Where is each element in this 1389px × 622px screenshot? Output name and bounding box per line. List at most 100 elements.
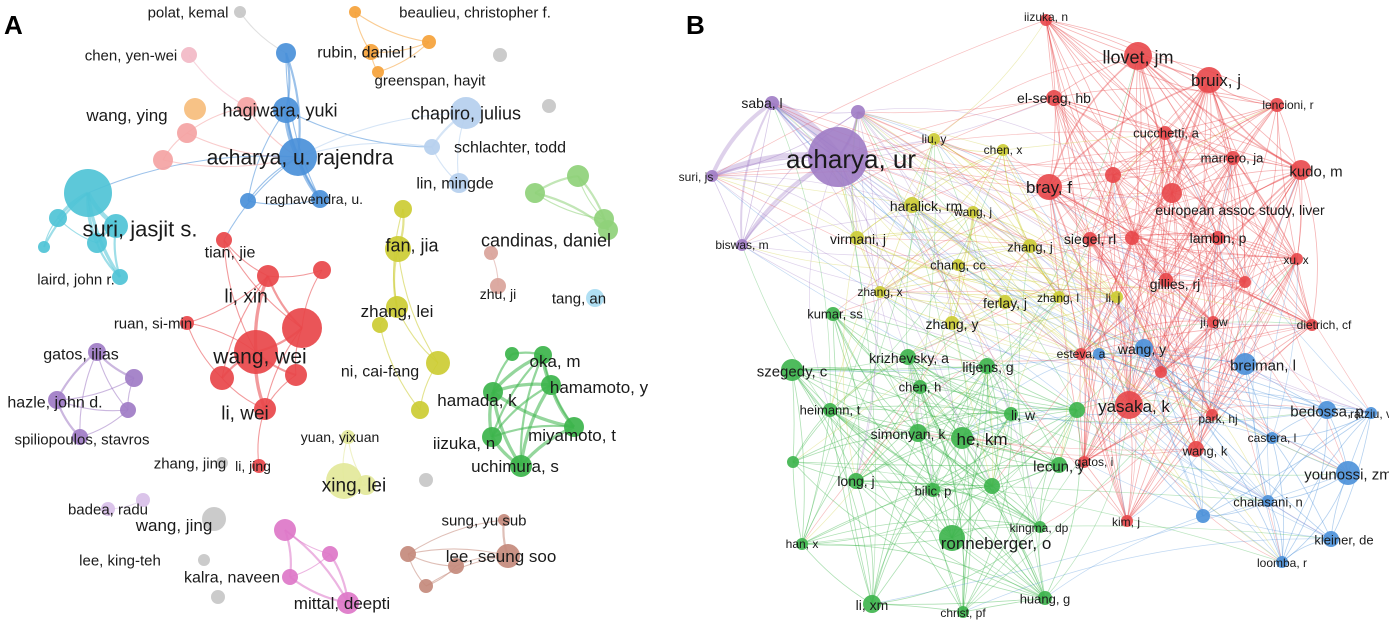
node-red3[interactable] <box>313 261 331 279</box>
node-green1[interactable] <box>505 347 519 361</box>
node-zhang-y[interactable] <box>945 316 959 330</box>
node-li-wei[interactable] <box>254 398 276 420</box>
node-saba-l[interactable] <box>765 96 779 110</box>
node-cyan4[interactable] <box>38 241 50 253</box>
node-kingma-dp[interactable] <box>1034 521 1046 533</box>
node-olive3[interactable] <box>411 401 429 419</box>
node-br3[interactable] <box>448 558 464 574</box>
node-szegedy-c[interactable] <box>781 359 803 381</box>
node-wang-ying[interactable] <box>184 98 206 120</box>
node-red5[interactable] <box>285 364 307 386</box>
node-lecun-y[interactable] <box>1051 457 1067 473</box>
node-mag2[interactable] <box>322 546 338 562</box>
node-purple1[interactable] <box>125 369 143 387</box>
node-grayA3[interactable] <box>419 473 433 487</box>
node-lencioni-r[interactable] <box>1270 98 1284 112</box>
node-kumar-ss[interactable] <box>826 307 840 321</box>
node-long-j[interactable] <box>848 473 864 489</box>
node-huang-g[interactable] <box>1038 591 1052 605</box>
node-tian-jie[interactable] <box>216 232 232 248</box>
node-lilac1[interactable] <box>136 493 150 507</box>
node-miyamoto-t[interactable] <box>564 417 584 437</box>
node-blue2[interactable] <box>240 193 256 209</box>
node-olive1[interactable] <box>394 200 412 218</box>
node-zhang-x[interactable] <box>874 286 886 298</box>
node-redB3[interactable] <box>1239 276 1251 288</box>
node-xing-lei[interactable] <box>326 463 362 499</box>
node-lee-king-teh[interactable] <box>198 554 210 566</box>
node-biswas-m[interactable] <box>736 239 748 251</box>
node-redB1[interactable] <box>1105 167 1121 183</box>
node-salmon2[interactable] <box>177 123 197 143</box>
node-acharya-ur[interactable] <box>808 127 868 187</box>
node-salmon3[interactable] <box>153 150 173 170</box>
node-mag1[interactable] <box>274 519 296 541</box>
node-fan-jia[interactable] <box>385 236 411 262</box>
node-han-x[interactable] <box>796 538 808 550</box>
node-redB2[interactable] <box>1125 231 1139 245</box>
node-br2[interactable] <box>419 579 433 593</box>
node-tang-an[interactable] <box>586 289 604 307</box>
node-chalasani-n[interactable] <box>1262 495 1274 507</box>
node-py1[interactable] <box>356 475 376 495</box>
node-polat-kemal[interactable] <box>234 6 246 18</box>
node-suri-jasjit-s[interactable] <box>64 169 112 217</box>
node-chang-cc[interactable] <box>952 259 964 271</box>
node-suri-js[interactable] <box>706 170 718 182</box>
node-sung-yu-sub[interactable] <box>498 514 510 526</box>
node-lambin-p[interactable] <box>1211 231 1225 245</box>
node-zhang-l[interactable] <box>1053 291 1065 303</box>
node-redbig[interactable] <box>282 308 322 348</box>
node-virmani-j[interactable] <box>850 231 864 245</box>
node-kleiner-de[interactable] <box>1323 531 1339 547</box>
node-cyan1[interactable] <box>104 214 128 238</box>
node-hamamoto-y[interactable] <box>541 375 561 395</box>
node-zhu-ji[interactable] <box>490 278 506 294</box>
node-chen-h[interactable] <box>913 380 927 394</box>
node-li-xin[interactable] <box>257 265 279 287</box>
node-haralick-rm[interactable] <box>904 197 920 213</box>
node-cucchetti-a[interactable] <box>1158 126 1172 140</box>
node-ratziu-v[interactable] <box>1365 407 1377 419</box>
node-yuan-yixuan[interactable] <box>341 430 355 444</box>
node-breiman-l[interactable] <box>1234 353 1256 375</box>
node-yasaka-k[interactable] <box>1115 391 1143 419</box>
node-raghavendra-u[interactable] <box>311 190 329 208</box>
node-bedossa-p[interactable] <box>1318 401 1336 419</box>
node-wang-j[interactable] <box>967 206 979 218</box>
node-park-hj[interactable] <box>1206 409 1218 421</box>
node-cyan3[interactable] <box>49 209 67 227</box>
node-oka-m[interactable] <box>534 346 552 364</box>
node-zhang-j[interactable] <box>1023 239 1037 253</box>
node-purpleB1[interactable] <box>851 105 865 119</box>
node-loomba-r[interactable] <box>1276 556 1288 568</box>
node-bruix-j[interactable] <box>1196 67 1222 93</box>
node-grayA2[interactable] <box>542 99 556 113</box>
node-christ-pf[interactable] <box>957 606 969 618</box>
node-red4[interactable] <box>210 366 234 390</box>
node-lin-mingde[interactable] <box>449 173 469 193</box>
node-bray-f[interactable] <box>1036 174 1062 200</box>
node-heimann-t[interactable] <box>823 403 837 417</box>
node-hagiwara-yuki[interactable] <box>273 97 299 123</box>
node-schlachter-todd[interactable] <box>424 139 440 155</box>
node-simonyan-k[interactable] <box>909 424 927 442</box>
node-wang-wei[interactable] <box>234 330 278 374</box>
node-spiliopoulos-stavros[interactable] <box>72 429 88 445</box>
node-llovet-jm[interactable] <box>1124 42 1152 70</box>
node-younossi-zm[interactable] <box>1336 461 1360 485</box>
node-ruan-si-min[interactable] <box>180 316 194 330</box>
node-badea-radu[interactable] <box>101 502 115 516</box>
node-liu-y[interactable] <box>928 133 940 145</box>
node-el-serag-hb[interactable] <box>1046 90 1062 106</box>
node-rubin-daniel-l[interactable] <box>363 44 379 60</box>
node-olive2[interactable] <box>372 317 388 333</box>
node-laird-john-r[interactable] <box>112 269 128 285</box>
node-blue1[interactable] <box>276 43 296 63</box>
node-zhang-jing[interactable] <box>216 457 228 469</box>
node-blueB2[interactable] <box>1093 348 1105 360</box>
node-mittal-deepti[interactable] <box>337 592 359 614</box>
node-beaulieu-christopher-f[interactable] <box>349 6 361 18</box>
node-hamada-k[interactable] <box>483 382 503 402</box>
node-gillies-rj[interactable] <box>1159 273 1173 287</box>
